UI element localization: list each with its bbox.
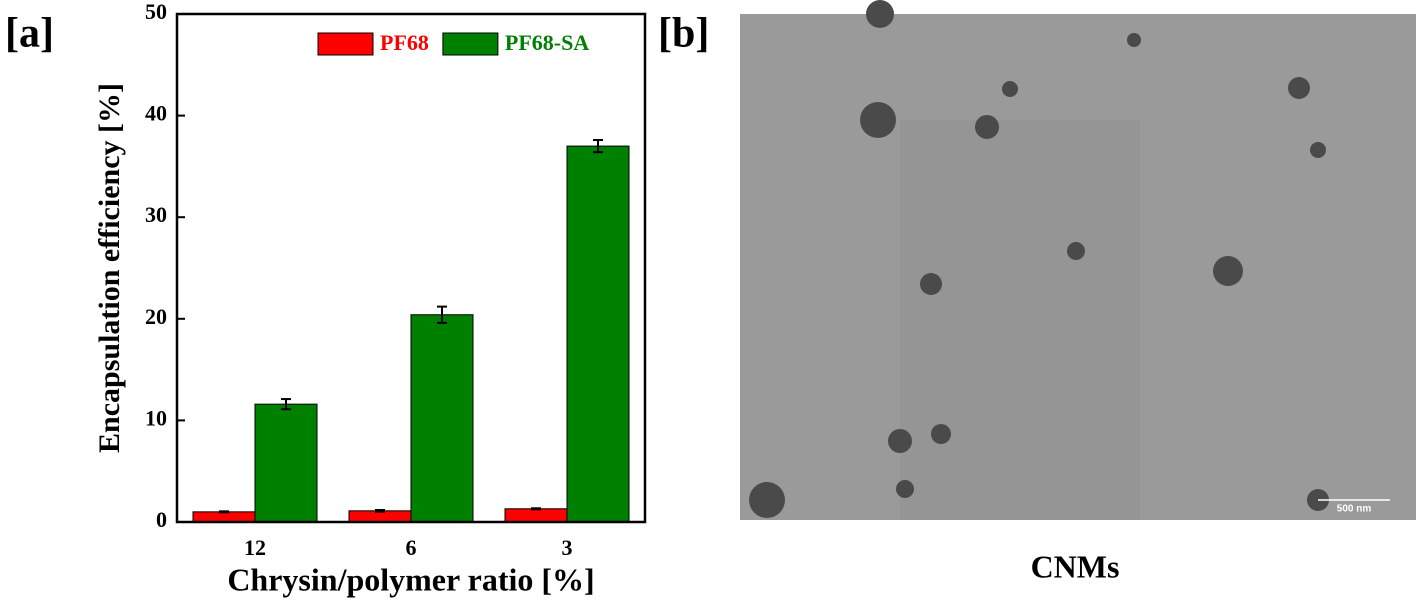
panel-label: [a] xyxy=(5,11,54,57)
particles xyxy=(749,0,1329,518)
x-tick-label: 12 xyxy=(244,535,266,560)
y-tick-label: 10 xyxy=(145,405,167,430)
y-tick-label: 0 xyxy=(156,507,167,532)
legend-label: PF68 xyxy=(380,30,429,55)
bar xyxy=(504,508,568,523)
tem-image: 500 nm xyxy=(740,0,1416,520)
legend-label: PF68-SA xyxy=(505,30,589,55)
error-bar xyxy=(281,398,291,411)
image-texture xyxy=(900,120,1140,520)
y-tick-label: 50 xyxy=(145,0,167,24)
y-tick-label: 20 xyxy=(145,304,167,329)
error-bar xyxy=(219,510,229,514)
error-bar xyxy=(375,509,385,513)
scale-bar-label: 500 nm xyxy=(1337,504,1372,515)
legend-swatch xyxy=(442,32,499,56)
y-axis-label: Encapsulation efficiency [%] xyxy=(93,83,126,453)
x-tick-label: 6 xyxy=(406,535,417,560)
bar xyxy=(410,314,474,523)
plot-frame xyxy=(175,12,647,524)
panel-label: [b] xyxy=(658,11,709,57)
bar xyxy=(254,403,318,523)
y-tick-label: 40 xyxy=(145,101,167,126)
legend-swatch xyxy=(317,32,374,56)
error-bar xyxy=(531,507,541,511)
y-tick-label: 30 xyxy=(145,202,167,227)
bar xyxy=(192,511,256,523)
x-axis-label: Chrysin/polymer ratio [%] xyxy=(227,561,594,597)
image-caption: CNMs xyxy=(1031,548,1120,584)
x-tick-label: 3 xyxy=(562,535,573,560)
error-bar xyxy=(593,138,603,154)
bar xyxy=(566,145,630,523)
error-bar xyxy=(437,305,447,324)
